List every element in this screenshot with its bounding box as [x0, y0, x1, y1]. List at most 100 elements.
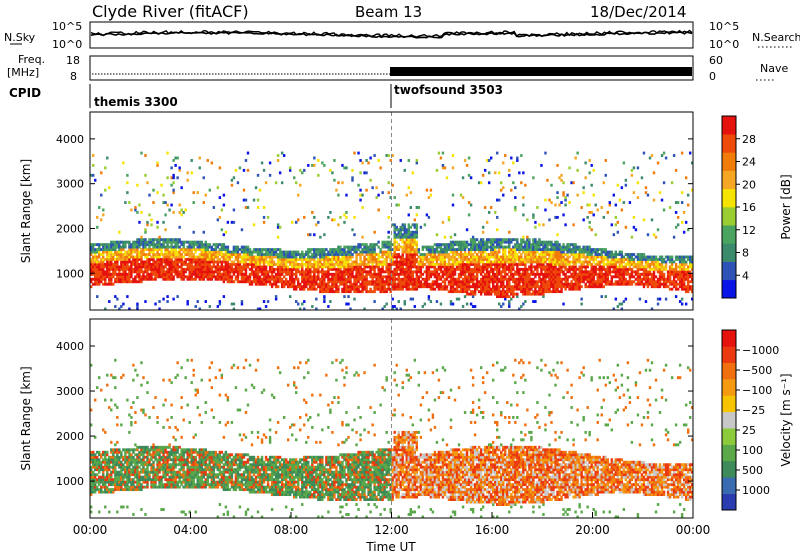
heatmap-cell [275, 283, 277, 286]
heatmap-cell [104, 189, 106, 192]
heatmap-cell [221, 263, 223, 266]
heatmap-cell [645, 300, 647, 303]
heatmap-cell [231, 184, 233, 187]
heatmap-cell [227, 221, 229, 224]
heatmap-cell [271, 258, 273, 261]
heatmap-cell [351, 253, 353, 256]
heatmap-cell [295, 288, 297, 291]
heatmap-cell [241, 270, 243, 273]
heatmap-cell [546, 246, 548, 249]
heatmap-cell [385, 290, 387, 293]
heatmap-cell [170, 243, 172, 246]
heatmap-cell [176, 295, 178, 298]
heatmap-cell [343, 213, 345, 216]
heatmap-cell [512, 290, 514, 293]
heatmap-cell [373, 290, 375, 293]
heatmap-cell [369, 288, 371, 291]
heatmap-cell [275, 295, 277, 298]
heatmap-cell [172, 176, 174, 179]
heatmap-cell [195, 305, 197, 308]
heatmap-cell [496, 216, 498, 219]
heatmap-cell [428, 278, 430, 281]
heatmap-cell [273, 270, 275, 273]
heatmap-cell [440, 278, 442, 281]
heatmap-cell [623, 275, 625, 278]
heatmap-cell [321, 268, 323, 271]
heatmap-cell [408, 213, 410, 216]
heatmap-cell [607, 275, 609, 278]
heatmap-cell [156, 251, 158, 254]
heatmap-cell [373, 154, 375, 157]
heatmap-cell [432, 261, 434, 264]
heatmap-cell [343, 248, 345, 251]
heatmap-cell [104, 278, 106, 281]
heatmap-cell [633, 166, 635, 169]
heatmap-cell [313, 216, 315, 219]
heatmap-cell [351, 169, 353, 172]
heatmap-cell [576, 194, 578, 197]
heatmap-cell [590, 253, 592, 256]
heatmap-cell [438, 273, 440, 276]
heatmap-cell [94, 253, 96, 256]
heatmap-cell [480, 273, 482, 276]
heatmap-cell [164, 201, 166, 204]
heatmap-cell [570, 280, 572, 283]
heatmap-cell [452, 154, 454, 157]
heatmap-cell [639, 275, 641, 278]
heatmap-cell [367, 162, 369, 165]
heatmap-cell [593, 278, 595, 281]
heatmap-cell [341, 181, 343, 184]
heatmap-cell [140, 280, 142, 283]
heatmap-cell [518, 283, 520, 286]
heatmap-cell [233, 261, 235, 264]
heatmap-cell [277, 159, 279, 162]
heatmap-cell [506, 273, 508, 276]
heatmap-cell [279, 275, 281, 278]
heatmap-cell [643, 152, 645, 155]
heatmap-cell [595, 204, 597, 207]
heatmap-cell [522, 196, 524, 199]
heatmap-cell [422, 273, 424, 276]
heatmap-cell [178, 251, 180, 254]
heatmap-cell [426, 189, 428, 192]
heatmap-cell [170, 204, 172, 207]
heatmap-cell [488, 171, 490, 174]
heatmap-cell [464, 248, 466, 251]
heatmap-cell [301, 303, 303, 306]
heatmap-cell [377, 246, 379, 249]
heatmap-cell [209, 189, 211, 192]
heatmap-cell [476, 288, 478, 291]
heatmap-cell [243, 169, 245, 172]
heatmap-cell [351, 176, 353, 179]
heatmap-cell [223, 295, 225, 298]
heatmap-cell [92, 174, 94, 177]
heatmap-cell [156, 221, 158, 224]
heatmap-cell [603, 261, 605, 264]
heatmap-cell [357, 152, 359, 155]
heatmap-cell [361, 236, 363, 239]
heatmap-cell [355, 283, 357, 286]
heatmap-cell [100, 280, 102, 283]
cpid-segment-1: themis 3300 [94, 95, 178, 109]
heatmap-cell [536, 206, 538, 209]
heatmap-cell [168, 209, 170, 212]
heatmap-cell [128, 201, 130, 204]
heatmap-cell [556, 216, 558, 219]
heatmap-cell [488, 211, 490, 214]
heatmap-cell [148, 253, 150, 256]
heatmap-cell [152, 258, 154, 261]
heatmap-cell [588, 159, 590, 162]
heatmap-cell [353, 152, 355, 155]
heatmap-cell [444, 261, 446, 264]
heatmap-cell [213, 206, 215, 209]
heatmap-cell [474, 305, 476, 308]
heatmap-cell [295, 261, 297, 264]
heatmap-cell [347, 303, 349, 306]
heatmap-cell [329, 300, 331, 303]
heatmap-cell [590, 263, 592, 266]
heatmap-cell [522, 204, 524, 207]
heatmap-cell [536, 283, 538, 286]
heatmap-cell [361, 206, 363, 209]
heatmap-cell [126, 191, 128, 194]
